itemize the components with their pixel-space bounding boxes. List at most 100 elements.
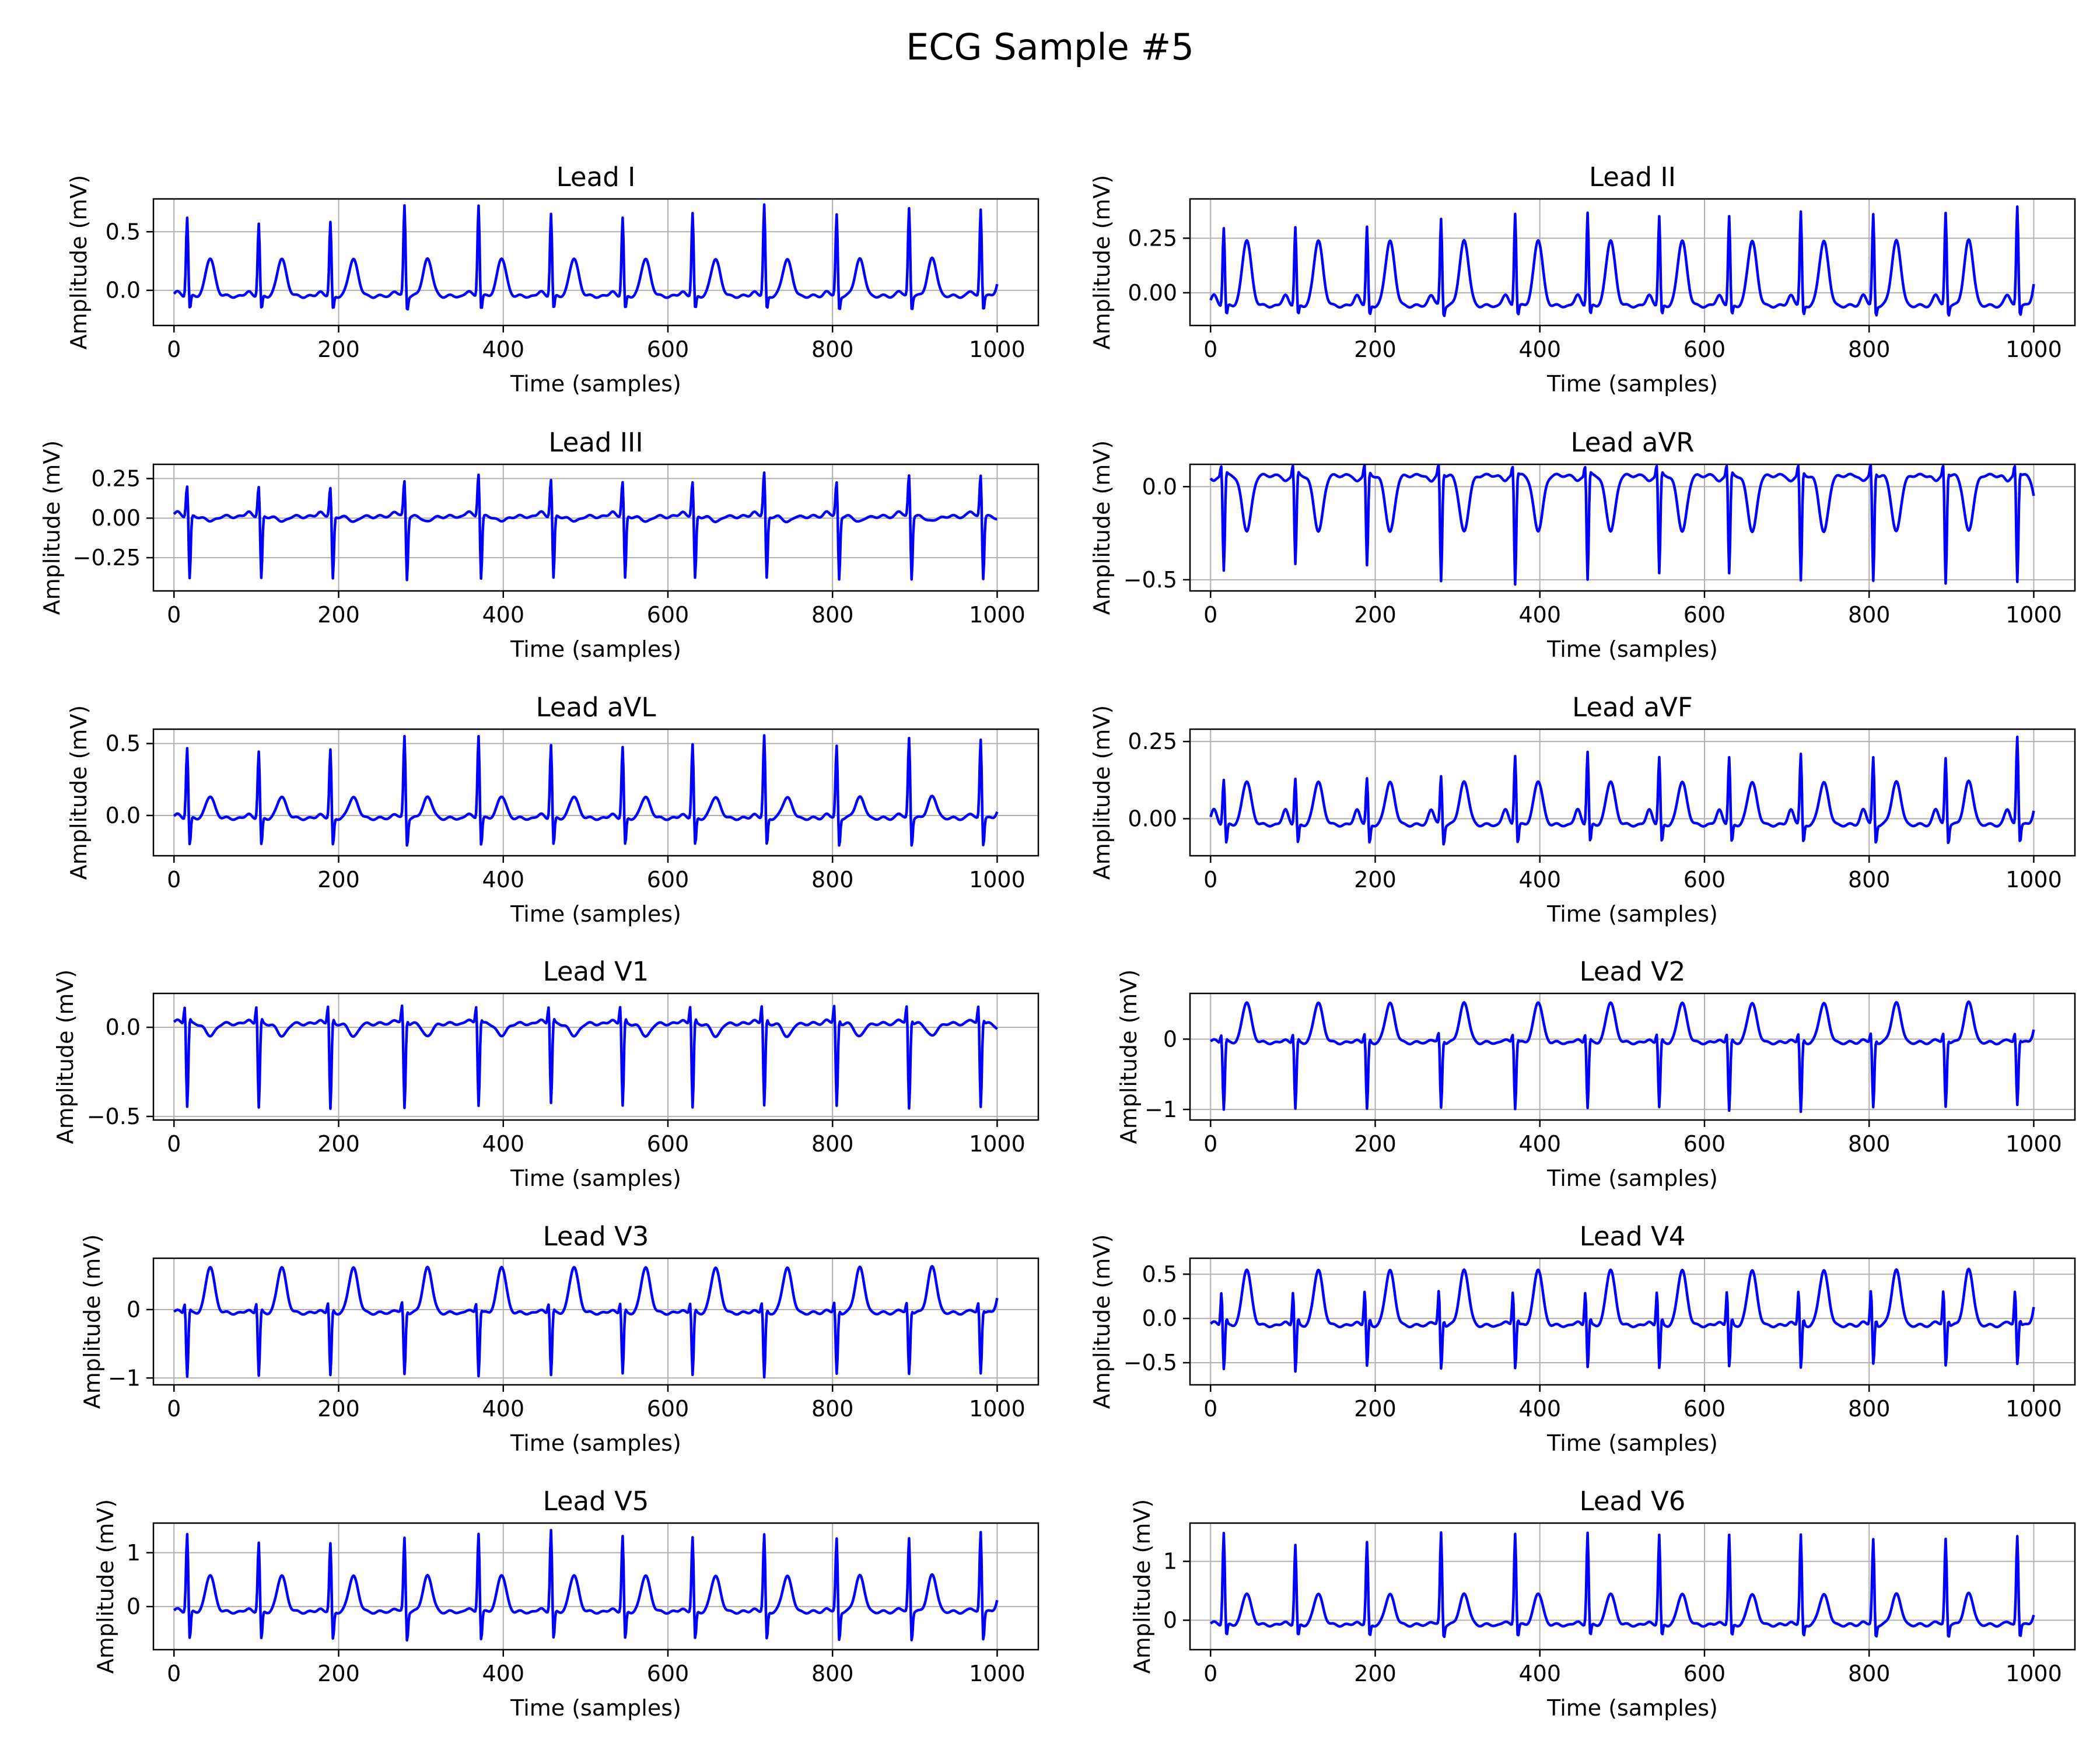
ecg-trace-line	[173, 1004, 998, 1110]
x-axis-label: Time (samples)	[510, 901, 681, 927]
ecg-trace-line	[1210, 1000, 2035, 1114]
axes-frame	[152, 992, 1040, 1121]
x-tick-label: 200	[1354, 337, 1396, 362]
x-tick-label: 0	[167, 1131, 181, 1157]
ecg-trace-line	[173, 471, 998, 582]
y-tick-label: 1	[1163, 1549, 1177, 1574]
x-tick-label: 800	[1848, 1396, 1891, 1422]
x-tick-label: 200	[1354, 867, 1396, 892]
subplot-lead-avr: 0 200 400 600 800 1000 −0.5 0.0 Lead aVR Time (sa…	[1089, 427, 2076, 662]
x-tick-label: 600	[647, 867, 690, 892]
axes-frame	[152, 463, 1040, 592]
x-tick-label: 400	[482, 1661, 524, 1686]
x-tick-label: 200	[317, 602, 360, 628]
axes-frame	[1189, 198, 2076, 327]
ecg-trace-line	[173, 734, 999, 847]
y-axis-label: Amplitude (mV)	[1089, 175, 1115, 349]
y-axis-label: Amplitude (mV)	[1089, 1234, 1115, 1409]
y-tick-label: 0.00	[91, 505, 141, 531]
y-tick-label: −0.5	[87, 1104, 141, 1129]
x-tick-label: 600	[647, 1131, 690, 1157]
subplot-title: Lead aVL	[536, 692, 656, 723]
y-tick-label: 1	[127, 1540, 141, 1566]
subplot-title: Lead II	[1589, 162, 1676, 192]
x-tick-label: 1000	[969, 1661, 1026, 1686]
axes-frame	[152, 1522, 1040, 1651]
x-tick-label: 200	[1354, 1396, 1396, 1422]
x-tick-label: 600	[647, 337, 690, 362]
x-tick-label: 0	[167, 867, 181, 892]
x-tick-label: 1000	[2006, 867, 2062, 892]
x-axis-label: Time (samples)	[510, 371, 681, 397]
x-tick-label: 400	[482, 1131, 524, 1157]
y-tick-label: 0.25	[91, 466, 141, 491]
x-tick-label: 1000	[2006, 1396, 2062, 1422]
subplot-lead-avf: 0 200 400 600 800 1000 0.00 0.25 Lead aVF Time (s…	[1089, 692, 2076, 927]
subplot-lead-v5: 0 200 400 600 800 1000 0 1 Lead V5 Time (samples)…	[93, 1486, 1040, 1721]
x-tick-label: 800	[1848, 1131, 1891, 1157]
x-tick-label: 1000	[2006, 337, 2062, 362]
y-tick-label: 0.0	[106, 1014, 141, 1040]
x-tick-label: 200	[1354, 1131, 1396, 1157]
x-tick-label: 400	[1518, 1131, 1561, 1157]
y-tick-label: 0.00	[1128, 806, 1177, 831]
y-axis-label: Amplitude (mV)	[1089, 705, 1115, 880]
y-axis-label: Amplitude (mV)	[39, 440, 65, 615]
y-tick-label: 0.0	[106, 803, 141, 828]
y-axis-label: Amplitude (mV)	[52, 970, 78, 1144]
x-tick-label: 0	[167, 337, 181, 362]
axes-frame	[1189, 992, 2076, 1121]
subplot-title: Lead V1	[543, 956, 649, 987]
y-tick-label: 0	[1163, 1608, 1177, 1633]
figure-title: ECG Sample #5	[906, 26, 1194, 68]
ecg-trace-line	[1209, 205, 2035, 317]
ecg-trace-line	[1209, 1531, 2035, 1639]
x-tick-label: 600	[1684, 602, 1726, 628]
subplot-title: Lead aVR	[1570, 427, 1694, 458]
y-tick-label: 0.25	[1128, 729, 1177, 754]
y-tick-label: −0.25	[73, 545, 141, 570]
y-tick-label: −1	[108, 1365, 141, 1391]
x-tick-label: 200	[317, 1396, 360, 1422]
x-tick-label: 1000	[969, 1396, 1026, 1422]
x-tick-label: 0	[167, 1661, 181, 1686]
axes-frame	[1189, 728, 2076, 857]
x-tick-label: 0	[1203, 1131, 1217, 1157]
y-axis-label: Amplitude (mV)	[1129, 1499, 1155, 1674]
x-axis-label: Time (samples)	[510, 1695, 681, 1721]
x-axis-label: Time (samples)	[1546, 371, 1718, 397]
y-tick-label: 0.0	[106, 278, 141, 303]
axes-frame	[1189, 463, 2076, 592]
subplot-lead-i: 0 200 400 600 800 1000 0.0 0.5 Lead I Time (sampl…	[66, 162, 1040, 397]
subplot-title: Lead V4	[1580, 1221, 1686, 1252]
x-tick-label: 200	[317, 1661, 360, 1686]
y-axis-label: Amplitude (mV)	[79, 1234, 105, 1409]
y-tick-label: 0.0	[1142, 1306, 1177, 1331]
subplot-lead-avl: 0 200 400 600 800 1000 0.0 0.5 Lead aVL Time (sam…	[66, 692, 1040, 927]
x-tick-label: 600	[1684, 337, 1726, 362]
y-tick-label: −1	[1144, 1097, 1177, 1122]
subplot-lead-ii: 0 200 400 600 800 1000 0.00 0.25 Lead II Time (sa…	[1089, 162, 2076, 397]
x-tick-label: 600	[647, 1661, 690, 1686]
y-tick-label: 0.5	[1142, 1261, 1177, 1287]
subplot-title: Lead I	[556, 162, 636, 192]
y-tick-label: 0	[127, 1594, 141, 1619]
y-tick-label: 0.5	[106, 731, 141, 757]
x-tick-label: 800	[811, 1131, 854, 1157]
axes-frame	[1189, 1522, 2076, 1651]
x-tick-label: 600	[647, 602, 690, 628]
y-tick-label: 0	[127, 1297, 141, 1322]
x-tick-label: 200	[317, 337, 360, 362]
x-tick-label: 200	[317, 1131, 360, 1157]
x-tick-label: 800	[1848, 1661, 1891, 1686]
ecg-trace-line	[173, 1528, 999, 1642]
x-tick-label: 0	[1203, 602, 1217, 628]
x-tick-label: 400	[1518, 337, 1561, 362]
subplot-title: Lead V3	[543, 1221, 649, 1252]
x-tick-label: 0	[1203, 867, 1217, 892]
x-tick-label: 0	[167, 602, 181, 628]
subplot-title: Lead V6	[1580, 1486, 1686, 1517]
x-tick-label: 400	[1518, 867, 1561, 892]
x-tick-label: 200	[317, 867, 360, 892]
